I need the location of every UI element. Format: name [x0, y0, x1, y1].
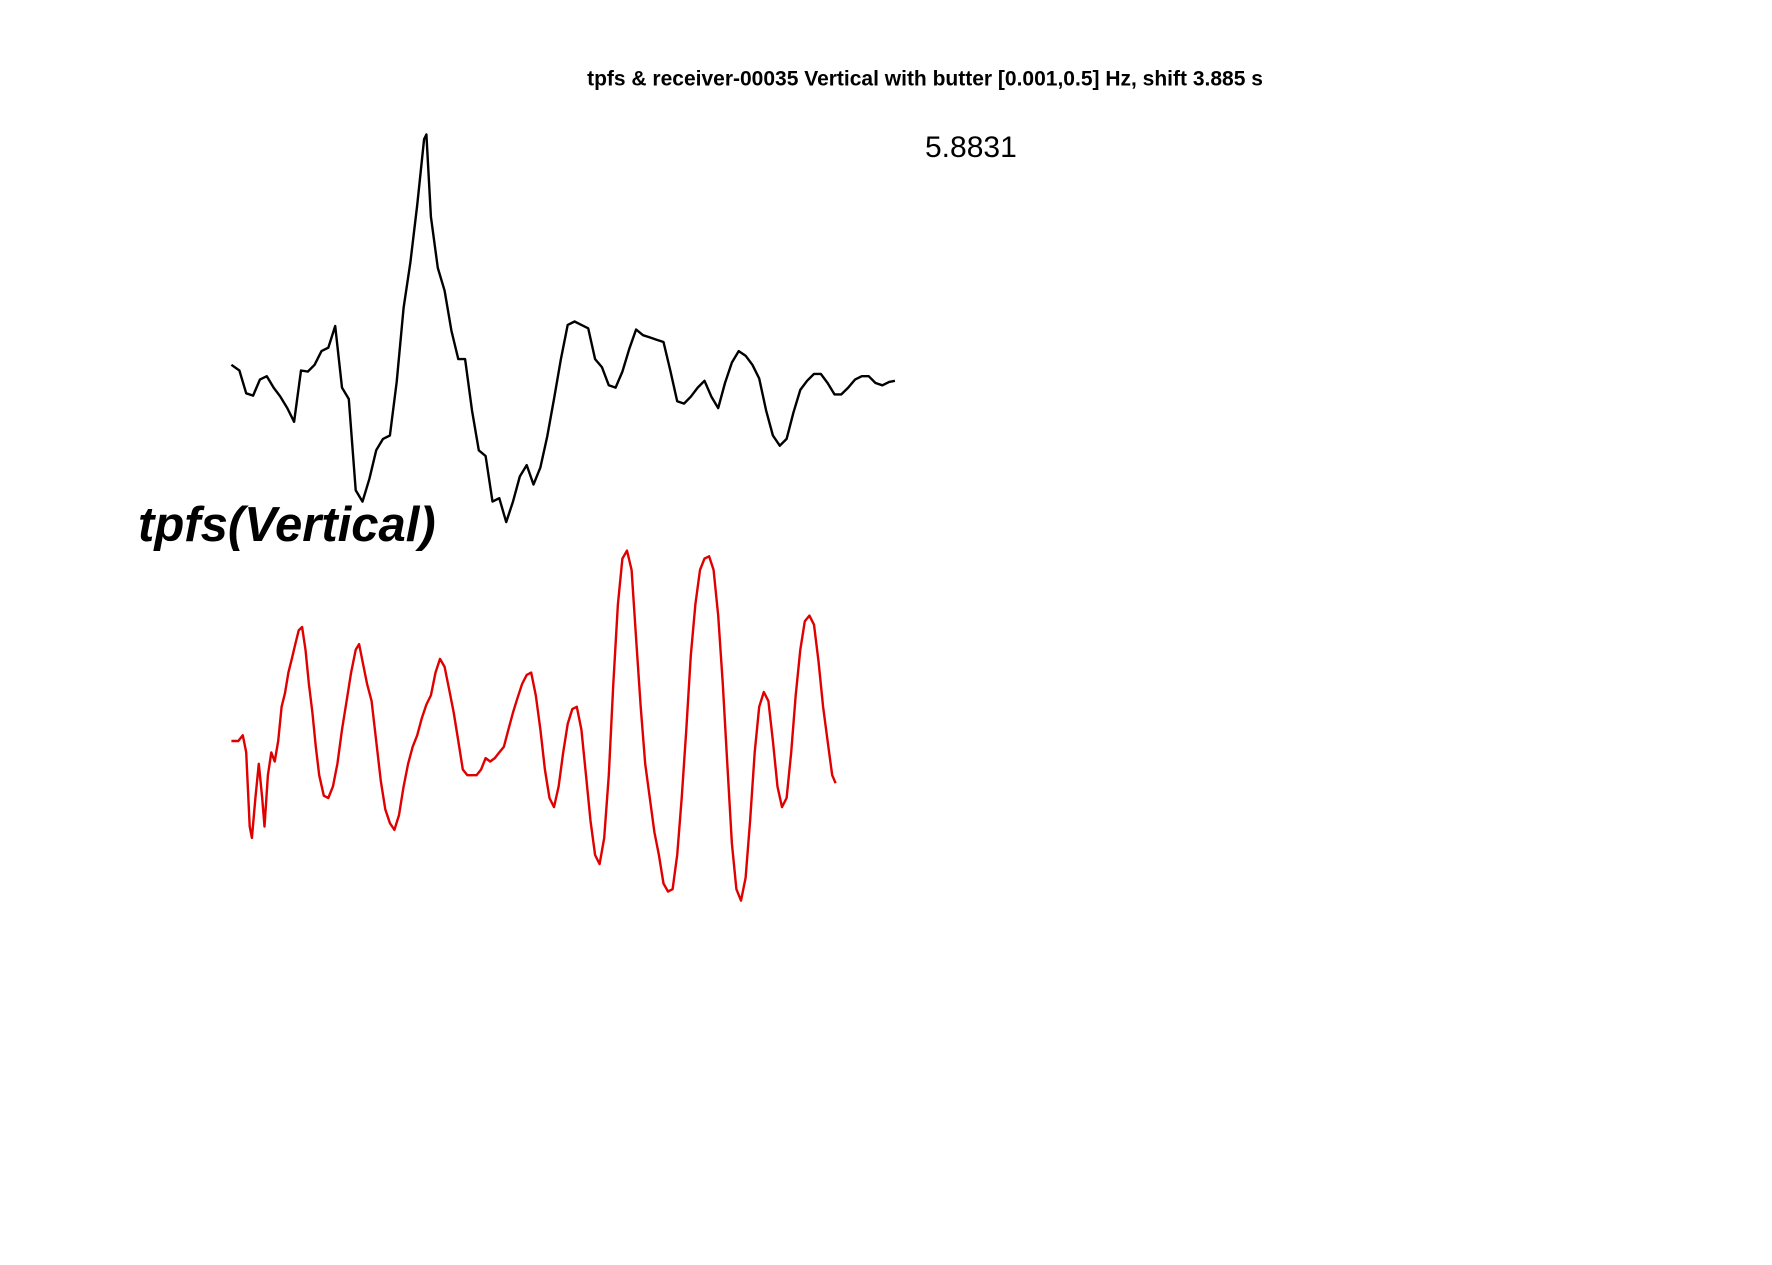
annotation: 5.8831 [925, 131, 1017, 164]
chart-title: tpfs & receiver-00035 Vertical with butt… [587, 68, 1263, 91]
trace-label: tpfs(Vertical) [138, 498, 436, 552]
trace-line [231, 549, 837, 902]
trace-line [230, 133, 896, 524]
